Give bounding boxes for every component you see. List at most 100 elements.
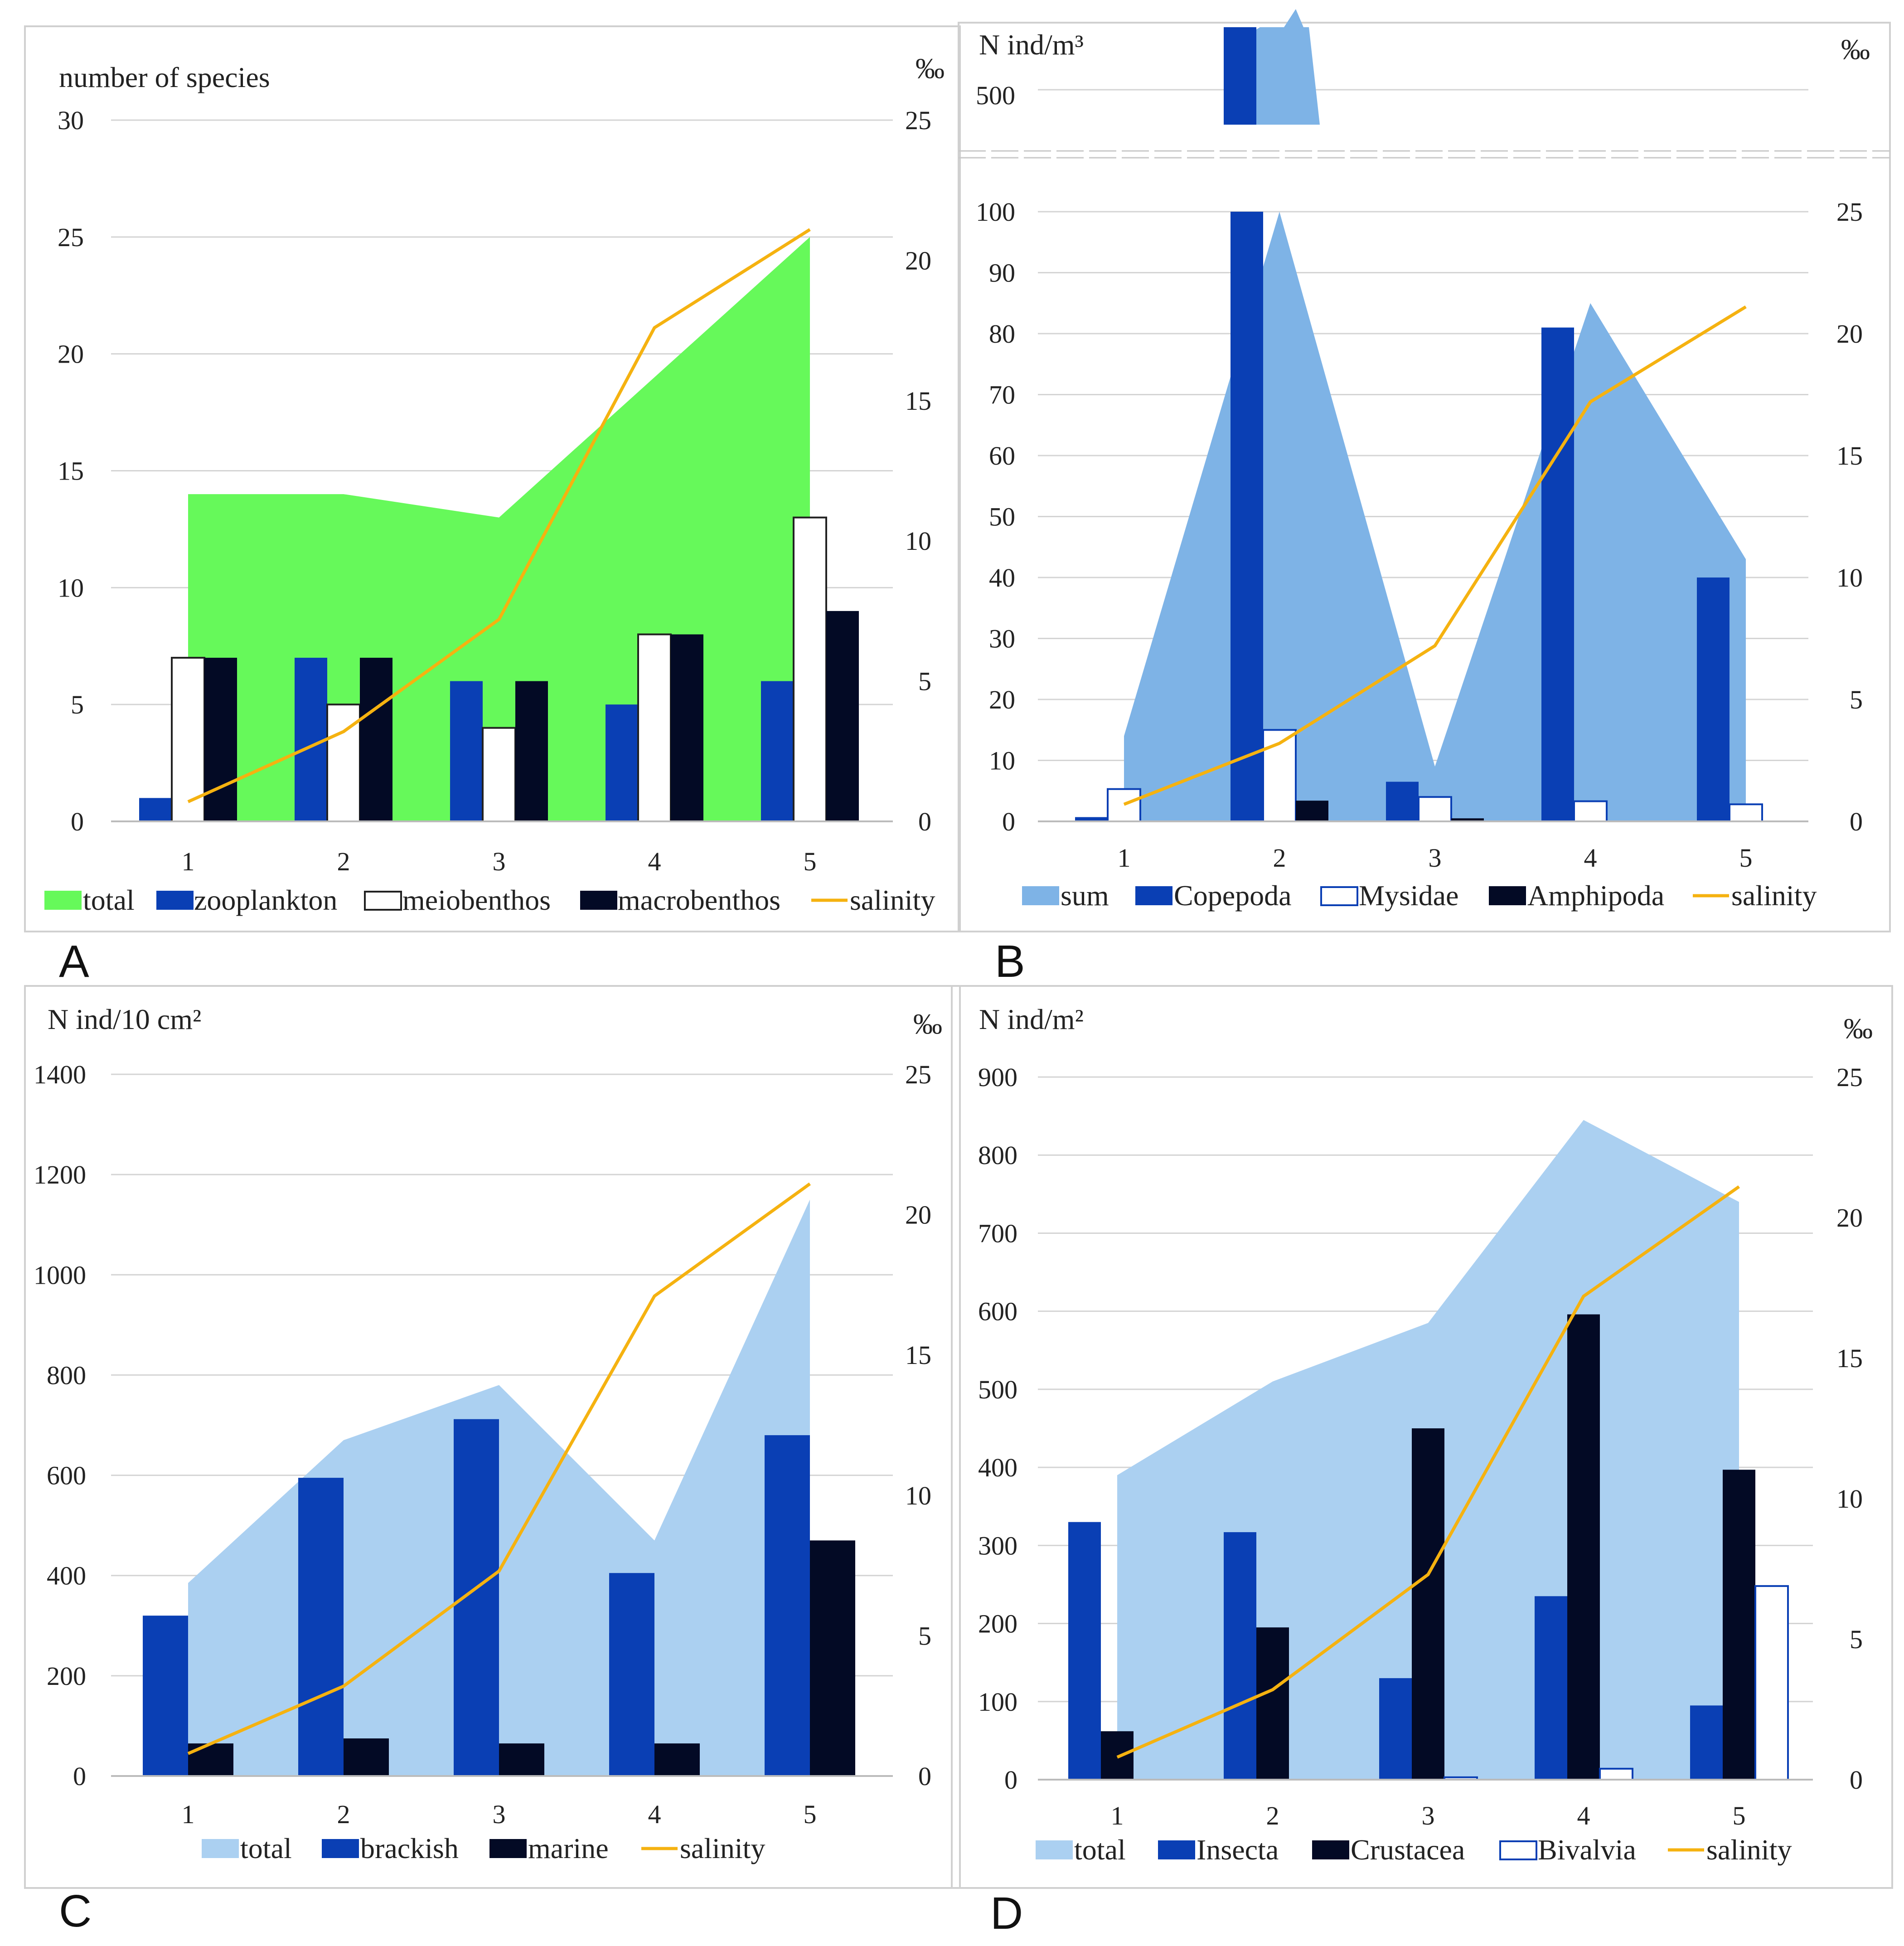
bar-meiobenthos [637,633,672,822]
y-tick-label: 70 [989,380,1015,410]
y-tick-label: 1200 [34,1160,86,1189]
x-tick-label: 3 [493,847,506,876]
panel-d-ylabel: N ind/m² [979,1003,1084,1035]
legend-label-salinity: salinity [1706,1834,1792,1866]
bar-macrobenthos [515,681,548,821]
bar-zooplankton [450,681,483,821]
y-tick-label: 20 [989,685,1015,714]
y2-tick-label: 20 [905,1200,931,1230]
panel-a-frame [24,25,961,932]
panel-b: 0 10 20 30 40 50 60 70 80 90 100 0 5 10 15 20 25 1 2 3 4 5 50… [958,9,1891,987]
y2-tick-label: 20 [1836,1203,1863,1233]
panel-b-axes: 0 10 20 30 40 50 60 70 80 90 100 0 5 10 15 20 25 1 2 3 4 5 [976,197,1863,873]
bar-mysidae [1729,803,1763,822]
y-tick-label: 0 [71,807,84,836]
panel-c-letter: C [59,1886,92,1936]
y-tick-label: 400 [47,1561,86,1591]
bar-copepoda [1386,781,1419,821]
legend-label-macrobenthos: macrobenthos [618,884,780,916]
legend-swatch-copepoda [1135,886,1172,905]
x-tick-label: 1 [1118,843,1131,873]
y-tick-label: 100 [976,197,1015,227]
panel-c-legend: total brackish marine salinity [202,1832,765,1864]
y-tick-label: 40 [989,563,1015,592]
panel-d-frame [951,985,1893,1889]
panel-a: 0 5 10 15 20 25 30 0 5 10 15 20 25 1 2 3 4 5 number of sp… [24,25,961,987]
legend-label-salinity: salinity [850,884,935,916]
bar-bivalvia [1599,1767,1633,1781]
bar-brackish [454,1419,499,1776]
legend-label-salinity: salinity [1731,879,1817,912]
bar-macrobenthos [671,634,703,821]
x-tick-label: 5 [804,1800,817,1829]
panel-c-y2label: ‰ [913,1008,942,1040]
panel-c-frame [24,985,961,1889]
x-tick-label: 2 [337,1800,350,1829]
y-tick-label: 500 [978,1375,1017,1404]
salinity-line [1123,305,1747,806]
panel-d-salinity-line [1116,1185,1740,1759]
bar-crustacea [1567,1314,1600,1780]
y-tick-label: 80 [989,319,1015,349]
bar-insecta [1224,1532,1256,1780]
x-tick-label: 2 [1266,1801,1279,1830]
bar-meiobenthos [482,727,516,822]
x-tick-label: 3 [493,1800,506,1829]
bar-crustacea [1256,1627,1289,1780]
legend-swatch-zooplankton [156,891,194,910]
legend-swatch-sum [1022,886,1059,905]
bar-amphipoda [1451,818,1484,821]
y-tick-label: 15 [58,456,84,486]
y-tick-label: 600 [978,1297,1017,1326]
panel-b-sum-area [1124,212,1746,821]
bar-marine [499,1743,544,1776]
y-tick-label: 200 [47,1661,86,1691]
x-tick-label: 5 [1733,1801,1746,1830]
bar-marine [344,1738,389,1776]
x-tick-label: 4 [1577,1801,1590,1830]
x-tick-label: 3 [1422,1801,1435,1830]
y-tick-label: 10 [989,746,1015,776]
panel-a-salinity-line [187,228,811,803]
y-tick-label: 10 [58,573,84,602]
y2-tick-label: 0 [1850,807,1863,836]
x-tick-label: 1 [182,1800,195,1829]
legend-swatch-total [1036,1840,1073,1859]
y2-tick-label: 25 [905,106,931,135]
legend-swatch-amphipoda [1489,886,1526,905]
salinity-line [1116,1185,1740,1759]
y-tick-label: 90 [989,258,1015,288]
panel-b-frame [958,22,1891,932]
y-tick-label: 800 [47,1360,86,1390]
panel-d-y2label: ‰ [1844,1012,1873,1044]
panel-c-salinity-line [187,1182,811,1755]
bar-zooplankton [295,658,327,821]
legend-label-salinity: salinity [680,1832,765,1864]
y2-tick-label: 10 [1836,563,1863,592]
x-tick-label: 4 [648,847,661,876]
panel-a-ylabel: number of species [59,61,270,93]
bar-marine [654,1743,700,1776]
legend-label-total: total [240,1832,292,1864]
bar-zooplankton [761,681,794,821]
panel-b-salinity-line [1123,305,1747,806]
y2-tick-label: 20 [1836,319,1863,349]
bar-zooplankton [606,704,638,821]
legend-swatch-meiobenthos [364,891,402,911]
legend-swatch-brackish [322,1839,359,1858]
y2-tick-label: 5 [918,1621,931,1650]
panel-b-letter: B [995,936,1025,987]
bar-insecta [1535,1596,1567,1780]
y-tick-label: 300 [978,1531,1017,1560]
bar-insecta [1379,1678,1412,1780]
legend-label-sum: sum [1061,879,1109,912]
bar-copepoda [1697,577,1730,821]
y2-tick-label: 15 [905,386,931,416]
legend-label-copepoda: Copepoda [1174,879,1292,912]
y-tick-label: 50 [989,502,1015,532]
x-tick-label: 4 [1584,843,1597,873]
y2-tick-label: 0 [918,807,931,836]
y-tick-label: 1400 [34,1060,86,1089]
panel-c-bars [143,1419,855,1776]
